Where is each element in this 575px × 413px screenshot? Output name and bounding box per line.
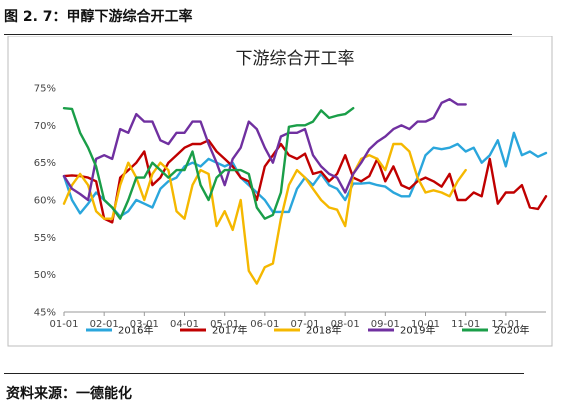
y-tick-label: 50% xyxy=(34,270,56,281)
series-lines xyxy=(62,98,548,285)
x-tick-label: 12-01 xyxy=(491,319,520,330)
y-tick-label: 55% xyxy=(34,233,56,244)
x-tick-label: 10-01 xyxy=(411,319,440,330)
x-tick-label: 03-01 xyxy=(130,319,159,330)
series-line xyxy=(62,131,548,218)
chart-title: 下游综合开工率 xyxy=(236,49,355,69)
x-tick-label: 11-01 xyxy=(451,319,480,330)
y-tick-label: 65% xyxy=(34,158,56,169)
y-tick-label: 75% xyxy=(34,84,56,95)
chart-frame xyxy=(7,36,553,347)
x-tick-label: 04-01 xyxy=(170,319,199,330)
x-tick-label: 01-01 xyxy=(49,319,78,330)
legend-label: 2016年 xyxy=(118,324,153,337)
y-tick-label: 70% xyxy=(34,121,56,132)
series-line xyxy=(62,142,467,285)
source-text: 资料来源：一德能化 xyxy=(6,386,132,402)
legend-label: 2019年 xyxy=(400,324,435,337)
top-divider xyxy=(4,34,512,35)
legend: 2016年 2017年 2018年 2019年 2020年 xyxy=(86,324,529,337)
series-line xyxy=(62,98,467,202)
x-tick-label: 08-01 xyxy=(331,319,360,330)
figure-caption: 图 2. 7：甲醇下游综合开工率 xyxy=(4,9,193,25)
x-tick-label: 05-01 xyxy=(210,319,239,330)
legend-label: 2017年 xyxy=(212,324,247,337)
x-tick-label: 09-01 xyxy=(371,319,400,330)
y-axis: 45% 50% 55% 60% 65% 70% 75% xyxy=(34,84,56,319)
line-chart: 下游综合开工率 45% 50% 55% 60% 65% 70% 75% 01-01 02-01… xyxy=(7,36,553,347)
legend-label: 2020年 xyxy=(494,324,529,337)
series-line xyxy=(62,139,548,224)
x-axis: 01-01 02-01 03-01 04-01 05-01 06-01 07-01 08-01… xyxy=(49,311,546,330)
y-tick-label: 45% xyxy=(34,308,56,319)
x-tick-label: 06-01 xyxy=(250,319,279,330)
bottom-divider xyxy=(4,373,524,374)
x-tick-label: 07-01 xyxy=(290,319,319,330)
legend-label: 2018年 xyxy=(306,324,341,337)
y-tick-label: 60% xyxy=(34,196,56,207)
series-line xyxy=(62,106,355,220)
x-tick-label: 02-01 xyxy=(90,319,119,330)
